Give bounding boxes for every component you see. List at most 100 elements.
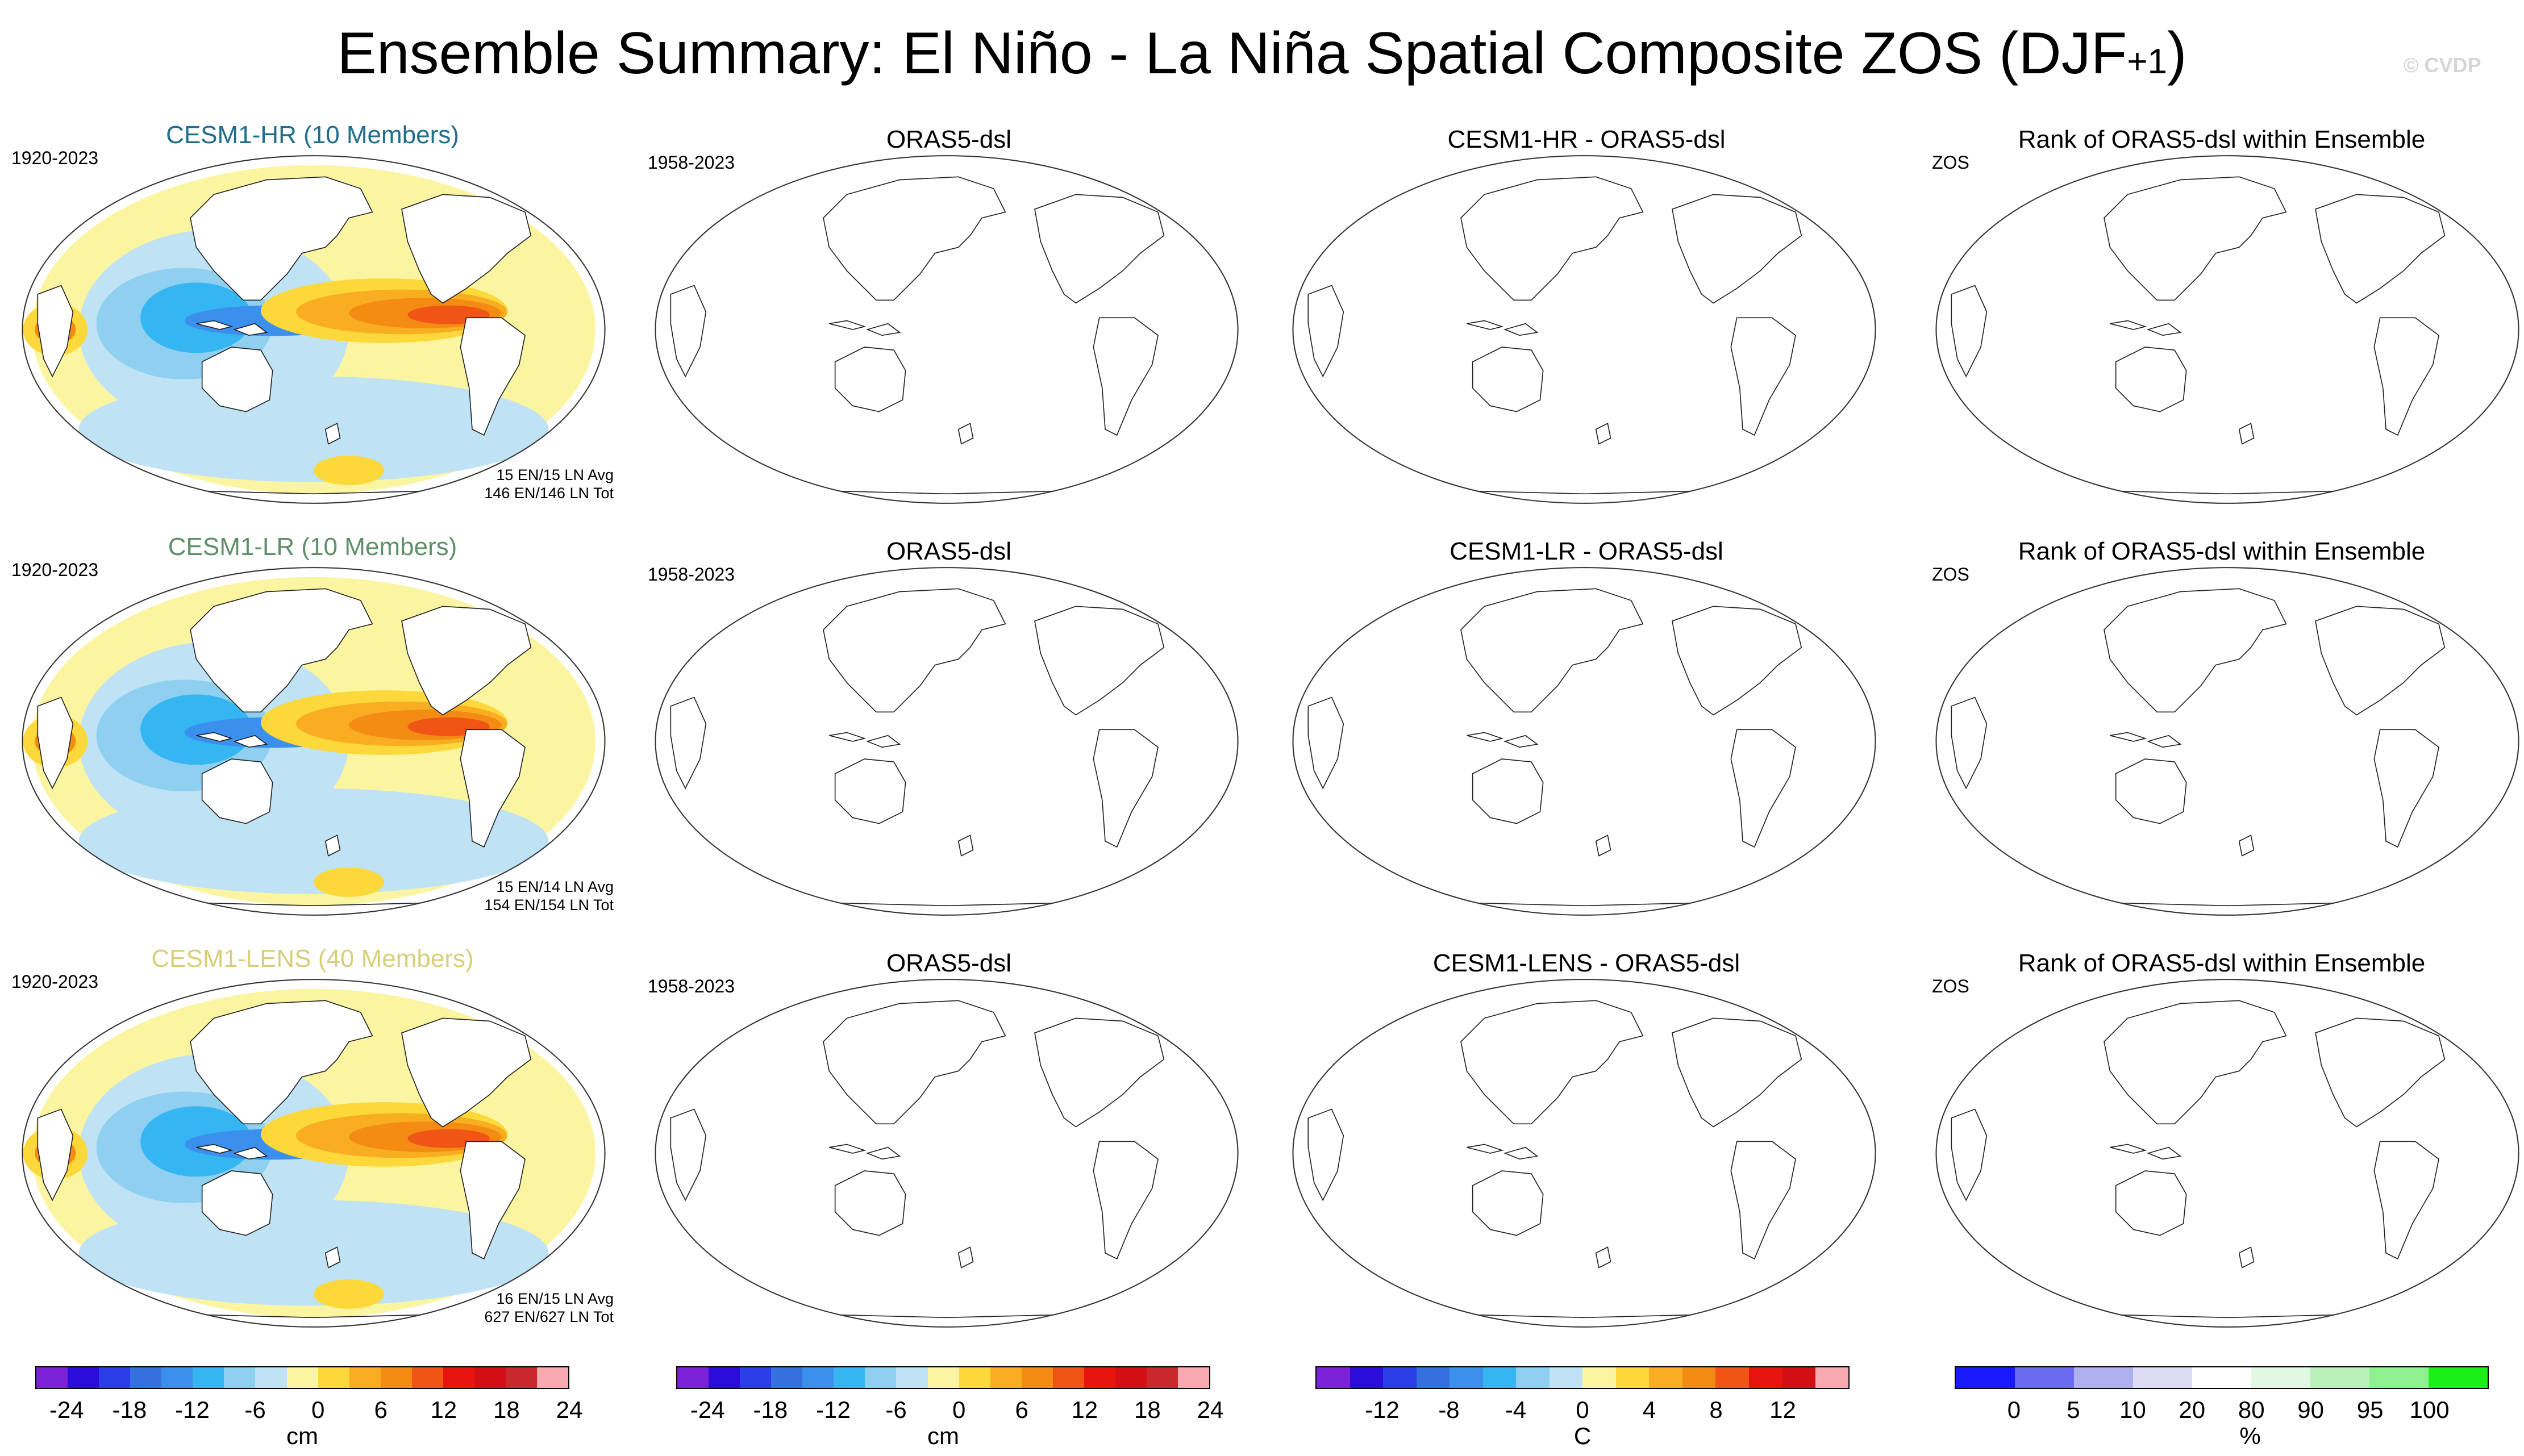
coastline-africa bbox=[37, 1108, 74, 1201]
colorbar-tick-label: 8 bbox=[1709, 1396, 1723, 1423]
colorbar-unit: cm bbox=[286, 1422, 318, 1449]
coastline-australia bbox=[1472, 758, 1544, 824]
coastline-australia bbox=[201, 1170, 273, 1236]
ensemble-stats: 15 EN/15 LN Avg 146 EN/146 LN Tot bbox=[398, 466, 614, 502]
map-border bbox=[1935, 979, 2519, 1328]
coastline-asia bbox=[823, 588, 1006, 713]
rank-var-label: ZOS bbox=[1932, 976, 1969, 996]
colorbar-swatch bbox=[130, 1367, 162, 1388]
colorbar-swatch bbox=[1115, 1367, 1147, 1388]
coastline-namerica bbox=[401, 606, 532, 716]
coastline-greenland bbox=[536, 170, 579, 204]
diff-map-2 bbox=[1292, 979, 1876, 1328]
colorbar-tick-label: 12 bbox=[430, 1396, 457, 1423]
colorbar-tick-label: -12 bbox=[816, 1396, 851, 1423]
colorbar-tick-label: 24 bbox=[556, 1396, 583, 1423]
coastline-asia bbox=[823, 176, 1006, 301]
coastline-australia bbox=[201, 347, 273, 412]
coastline-nz bbox=[1595, 1246, 1611, 1269]
rank-panel-title: Rank of ORAS5-dsl within Ensemble bbox=[2018, 126, 2426, 153]
coastline-namerica bbox=[401, 1017, 532, 1128]
coastline-africa bbox=[670, 285, 707, 378]
coastline-namerica bbox=[2315, 1017, 2446, 1128]
obs-map-1 bbox=[655, 567, 1239, 916]
coastline-samerica bbox=[460, 729, 526, 848]
colorbar-tick-label: -12 bbox=[1365, 1396, 1400, 1423]
coastline-namerica bbox=[1034, 606, 1165, 716]
coastline-australia bbox=[201, 758, 273, 824]
coastline-samerica bbox=[1730, 729, 1796, 848]
model-panel-title: CESM1-LR (10 Members) bbox=[168, 533, 457, 561]
watermark: © CVDP bbox=[2404, 53, 2481, 77]
colorbar-swatch bbox=[1317, 1367, 1350, 1388]
stats-total: 627 EN/627 LN Tot bbox=[484, 1308, 614, 1325]
colorbar-swatch bbox=[1682, 1367, 1715, 1388]
coastline-africa bbox=[1951, 1108, 1988, 1201]
coastline-australia bbox=[834, 347, 906, 412]
coastline-namerica bbox=[1672, 194, 1802, 304]
coastline-nz bbox=[1595, 423, 1611, 445]
colorbar-swatch bbox=[193, 1367, 224, 1388]
model-panel-title: CESM1-LENS (40 Members) bbox=[151, 945, 474, 973]
colorbar-swatch bbox=[380, 1367, 412, 1388]
map-border bbox=[1292, 567, 1876, 916]
stats-total: 146 EN/146 LN Tot bbox=[484, 485, 614, 502]
coastline-greenland bbox=[536, 994, 579, 1028]
coastline-nz bbox=[957, 835, 974, 857]
coastline-nz bbox=[2238, 423, 2255, 445]
coastline-africa bbox=[37, 696, 74, 790]
coastline-africa bbox=[1951, 696, 1988, 790]
coastline-asia bbox=[2104, 1000, 2287, 1125]
colorbar-swatch bbox=[802, 1367, 834, 1388]
colorbar-swatch bbox=[1416, 1367, 1450, 1388]
anomaly-contour bbox=[78, 376, 549, 482]
obs-panel-title: ORAS5-dsl bbox=[886, 949, 1012, 977]
coastline-greenland bbox=[1806, 170, 1850, 204]
colorbar-swatch bbox=[1582, 1367, 1616, 1388]
obs-period-label: 1958-2023 bbox=[648, 976, 735, 996]
coastline-namerica bbox=[2315, 194, 2446, 304]
coastline-samerica bbox=[2373, 317, 2439, 436]
coastline-australia bbox=[834, 1170, 906, 1236]
colorbar-unit: C bbox=[1573, 1422, 1592, 1449]
coastline-indonesia bbox=[196, 732, 268, 748]
colorbar-swatch bbox=[1615, 1367, 1649, 1388]
coastline-antarctica bbox=[1349, 893, 1819, 907]
coastline-nz bbox=[957, 1246, 974, 1269]
colorbar-tick-label: 0 bbox=[311, 1396, 325, 1423]
coastline-namerica bbox=[1672, 1017, 1802, 1128]
colorbar-swatch bbox=[349, 1367, 381, 1388]
coastline-africa bbox=[1307, 1108, 1344, 1201]
coastline-asia bbox=[823, 1000, 1006, 1125]
coastline-antarctica bbox=[1992, 893, 2463, 907]
stats-avg: 15 EN/14 LN Avg bbox=[496, 878, 614, 895]
coastline-greenland bbox=[2450, 170, 2493, 204]
colorbar-swatch bbox=[2074, 1367, 2133, 1388]
coastline-asia bbox=[2104, 176, 2287, 301]
colorbar-tick-label: -24 bbox=[49, 1396, 84, 1423]
coastline-asia bbox=[190, 1000, 373, 1125]
coastline-africa bbox=[37, 285, 74, 378]
colorbar-swatch bbox=[99, 1367, 131, 1388]
colorbar-tick-label: 0 bbox=[952, 1396, 966, 1423]
coastline-namerica bbox=[2315, 606, 2446, 716]
obs-period-label: 1958-2023 bbox=[648, 152, 735, 173]
diff-panel-title: CESM1-LR - ORAS5-dsl bbox=[1450, 537, 1723, 565]
coastline-indonesia bbox=[2110, 320, 2182, 336]
coastline-samerica bbox=[1093, 1141, 1159, 1260]
colorbar-swatch bbox=[1715, 1367, 1749, 1388]
colorbar-tick-label: -18 bbox=[753, 1396, 788, 1423]
coastline-nz bbox=[324, 423, 341, 445]
period-label: 1920-2023 bbox=[11, 971, 99, 992]
colorbar-tick-label: 12 bbox=[1071, 1396, 1098, 1423]
stats-avg: 16 EN/15 LN Avg bbox=[496, 1290, 614, 1307]
colorbar-swatch bbox=[36, 1367, 68, 1388]
coastline-indonesia bbox=[2110, 732, 2182, 748]
colorbar-swatch bbox=[677, 1367, 709, 1388]
diff-map-1 bbox=[1292, 567, 1876, 916]
colorbar-swatch bbox=[1516, 1367, 1550, 1388]
colorbar-swatch bbox=[1782, 1367, 1815, 1388]
anomaly-contour bbox=[314, 456, 384, 485]
colorbar-tick-label: 5 bbox=[2067, 1396, 2080, 1423]
obs-map-2 bbox=[655, 979, 1239, 1328]
